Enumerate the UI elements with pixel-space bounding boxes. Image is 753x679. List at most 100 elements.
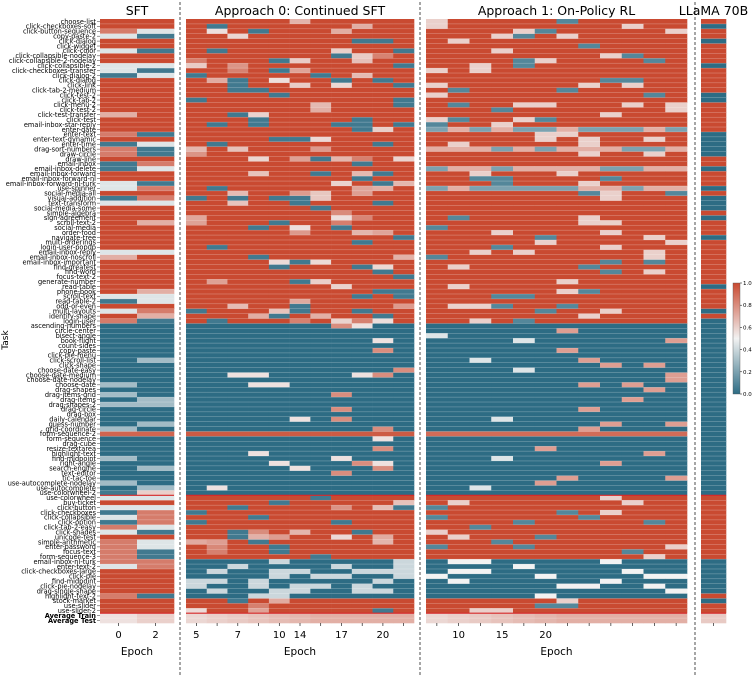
heatmap-cell (534, 166, 557, 172)
heatmap-cell (534, 372, 557, 378)
heatmap-cell (268, 352, 290, 359)
heatmap-cell (248, 107, 270, 113)
heatmap-cell (578, 583, 601, 589)
heatmap-cell (137, 77, 175, 84)
heatmap-cell (701, 185, 727, 192)
heatmap-cell (100, 298, 138, 305)
heatmap-cell (665, 436, 688, 442)
heatmap-cell (534, 593, 557, 599)
heatmap-cell (600, 470, 623, 476)
heatmap-cell (289, 475, 311, 481)
heatmap-cell (351, 529, 373, 535)
heatmap-cell (206, 465, 228, 472)
heatmap-cell (351, 343, 373, 349)
y-tick-label: email-inbox-important (23, 258, 97, 266)
heatmap-cell (469, 274, 492, 280)
heatmap-cell (227, 411, 249, 418)
heatmap-cell (556, 68, 579, 74)
heatmap-cell (665, 48, 688, 54)
heatmap-cell (227, 136, 249, 143)
heatmap-cell (268, 92, 290, 98)
heatmap-cell (600, 510, 623, 516)
heatmap-cell (137, 446, 175, 452)
heatmap-cell (426, 97, 449, 103)
heatmap-cell (310, 431, 332, 437)
heatmap-cell (600, 323, 623, 329)
heatmap-cell (534, 313, 557, 319)
heatmap-cell (665, 53, 688, 59)
heatmap-cell (206, 470, 228, 476)
heatmap-cell (534, 421, 557, 427)
heatmap-cell (351, 53, 373, 59)
heatmap-cell (351, 92, 373, 98)
heatmap-cell (310, 77, 332, 84)
heatmap-cell (426, 544, 449, 550)
heatmap-cell (469, 583, 492, 589)
heatmap-cell (600, 112, 623, 118)
heatmap-cell (556, 426, 579, 432)
heatmap-cell (310, 151, 332, 157)
heatmap-cell (513, 58, 536, 64)
heatmap-cell (137, 460, 175, 467)
y-tick-label: drag-shapes-2 (49, 401, 96, 409)
heatmap-cell (578, 259, 601, 265)
heatmap-cell (469, 431, 492, 437)
heatmap-cell (248, 230, 270, 236)
heatmap-cell (206, 171, 228, 177)
heatmap-cell (186, 333, 208, 339)
heatmap-cell (310, 298, 332, 305)
heatmap-cell (491, 500, 514, 506)
heatmap-cell (701, 470, 727, 476)
heatmap-cell (393, 564, 415, 570)
heatmap-cell (186, 235, 208, 241)
heatmap-cell (643, 539, 666, 545)
y-tick-label: email-inbox-delete (34, 165, 96, 173)
heatmap-cell (534, 377, 557, 383)
heatmap-cell (701, 82, 727, 89)
heatmap-cell (600, 357, 623, 364)
heatmap-cell (426, 146, 449, 152)
heatmap-cell (100, 43, 138, 49)
heatmap-cell (331, 411, 353, 418)
heatmap-cell (227, 456, 249, 462)
heatmap-cell (310, 127, 332, 133)
heatmap-cell (268, 608, 290, 614)
heatmap-cell (351, 554, 373, 560)
heatmap-cell (556, 421, 579, 427)
heatmap-cell (578, 333, 601, 339)
heatmap-cell (621, 19, 644, 25)
heatmap-cell (206, 235, 228, 241)
heatmap-cell (310, 333, 332, 339)
heatmap-cell (372, 357, 394, 364)
heatmap-cell (513, 156, 536, 162)
heatmap-cell (310, 141, 332, 147)
heatmap-cell (701, 343, 727, 349)
heatmap-cell (372, 539, 394, 545)
heatmap-cell (534, 426, 557, 432)
heatmap-cell (701, 117, 727, 123)
heatmap-cell (621, 377, 644, 383)
heatmap-cell (643, 254, 666, 260)
heatmap-cell (665, 215, 688, 221)
heatmap-cell (447, 470, 470, 476)
heatmap-cell (491, 230, 514, 236)
colorbar-tick-label: 0.8 (743, 303, 752, 309)
heatmap-cell (310, 514, 332, 521)
heatmap-cell (469, 28, 492, 35)
y-tick-label: count-sides (58, 342, 96, 350)
heatmap-cell (578, 298, 601, 305)
heatmap-cell (643, 269, 666, 275)
heatmap-cell (491, 87, 514, 93)
heatmap-cell (331, 63, 353, 69)
heatmap-cell (643, 185, 666, 192)
heatmap-cell (137, 480, 175, 486)
heatmap-cell (578, 136, 601, 143)
heatmap-cell (491, 426, 514, 432)
heatmap-cell (372, 171, 394, 177)
y-tick-label: click-color (63, 47, 97, 55)
heatmap-cell (534, 436, 557, 442)
heatmap-cell (491, 357, 514, 364)
heatmap-cell (372, 117, 394, 123)
heatmap-cell (393, 608, 415, 614)
x-tick-label: 7 (235, 630, 241, 641)
